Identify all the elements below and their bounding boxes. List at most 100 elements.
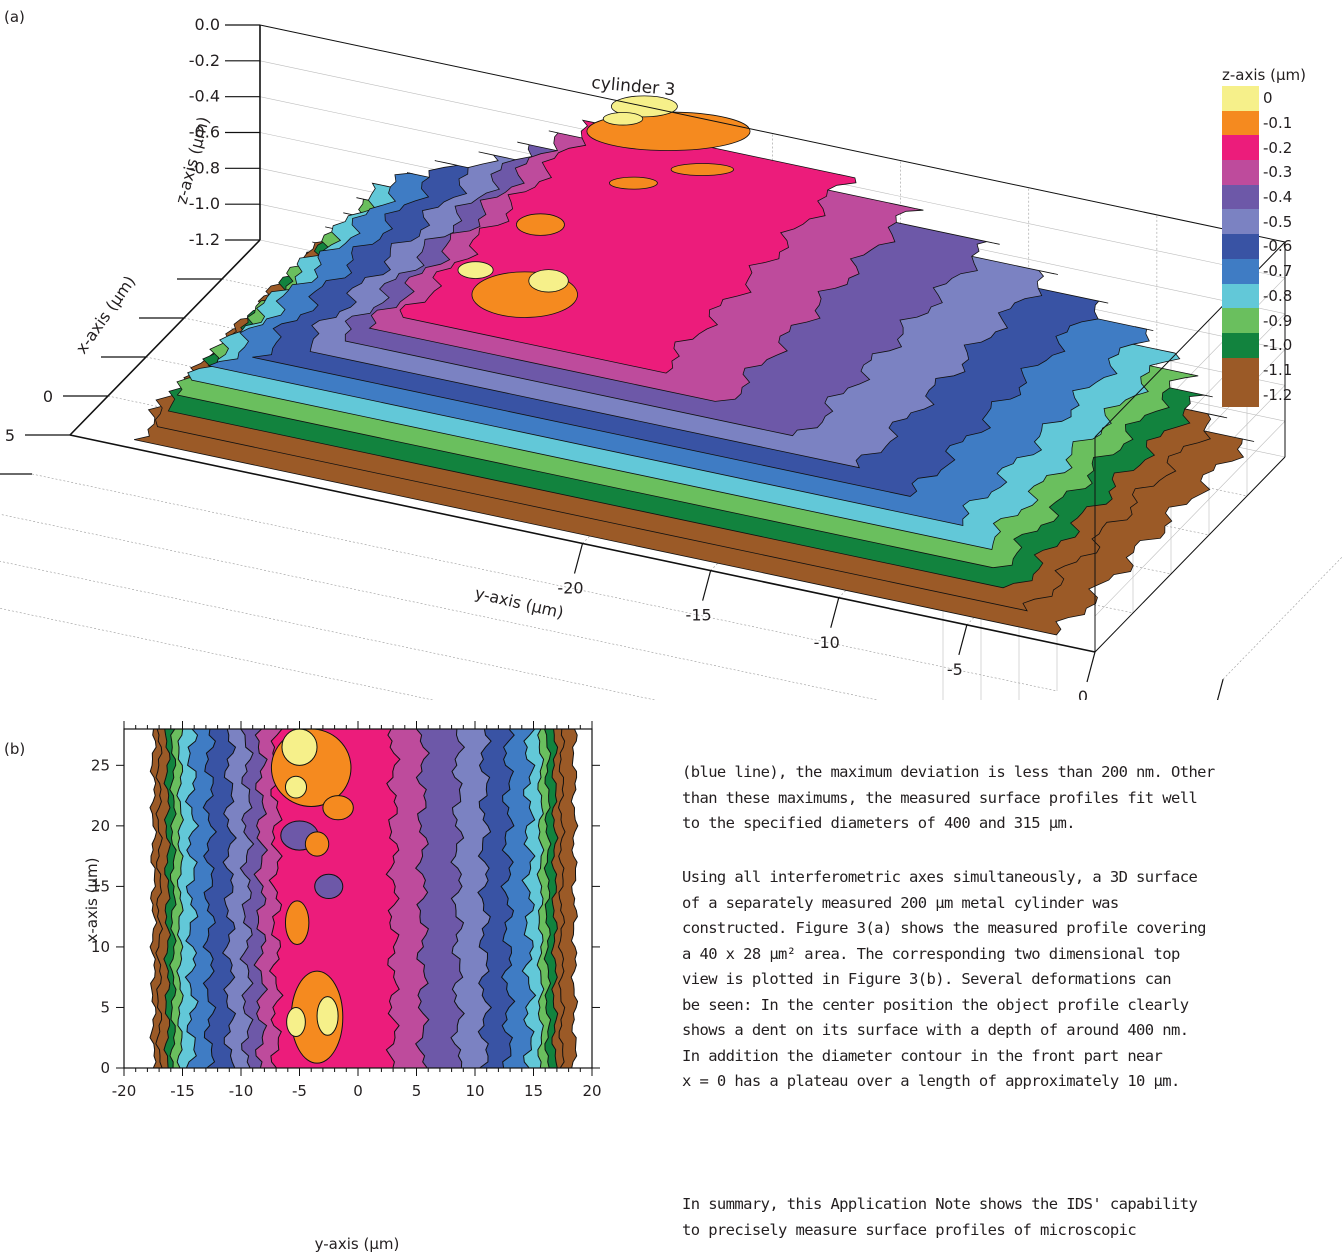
text-line: to precisely measure surface profiles of… — [682, 1220, 1137, 1239]
y-tick — [830, 597, 840, 628]
x-tick-label: 0 — [43, 387, 53, 406]
y-tick-label: -5 — [947, 660, 963, 679]
box-edge — [1094, 456, 1286, 653]
z-tick-label: -0.8 — [189, 158, 220, 177]
legend-swatch — [1222, 184, 1259, 210]
floor-gridline — [31, 473, 1058, 692]
y-tick — [1216, 678, 1224, 700]
legend-item: -0.5 — [1222, 209, 1306, 235]
b-y-tick-label: 20 — [91, 817, 110, 835]
legend-item: -0.1 — [1222, 110, 1306, 136]
legend-swatch — [1222, 258, 1259, 284]
floor-gridline — [0, 513, 879, 700]
legend-swatch — [1222, 234, 1259, 259]
side-wall-gridline — [1094, 420, 1286, 617]
x-tick-label: 5 — [5, 426, 15, 445]
b-x-tick-label: 10 — [465, 1082, 484, 1100]
legend-label: -1.1 — [1263, 360, 1293, 379]
contour-orange-region — [284, 900, 310, 946]
legend-item: -0.2 — [1222, 135, 1306, 161]
legend-label: -0.9 — [1263, 311, 1293, 330]
z-tick-label: -1.2 — [189, 230, 220, 249]
y-tick — [958, 624, 968, 656]
legend-swatch — [1222, 135, 1259, 161]
y-axis-label: y-axis (µm) — [473, 583, 565, 622]
text-line: of a separately measured 200 µm metal cy… — [682, 893, 1119, 912]
legend-title: z-axis (µm) — [1222, 66, 1306, 84]
legend-swatch — [1222, 110, 1259, 136]
b-y-tick-label: 25 — [91, 756, 110, 774]
z-tick-label: -0.2 — [189, 51, 220, 70]
text-line: be seen: In the center position the obje… — [682, 995, 1189, 1014]
b-x-tick-label: -10 — [229, 1082, 254, 1100]
text-line: (blue line), the maximum deviation is le… — [682, 763, 1215, 781]
b-x-tick-label: 15 — [524, 1082, 543, 1100]
legend-item: -0.7 — [1222, 258, 1306, 284]
legend-item: -1.2 — [1222, 382, 1306, 407]
z-tick-label: -0.6 — [189, 123, 220, 142]
legend-label: -0.6 — [1263, 237, 1293, 256]
legend-item: -0.8 — [1222, 283, 1306, 309]
b-x-tick-label: 5 — [412, 1082, 422, 1100]
contour-yellow-region — [316, 996, 339, 1036]
surface-peak-orange — [516, 213, 565, 236]
panel-b-label: (b) — [4, 740, 26, 758]
legend-item: -0.6 — [1222, 234, 1306, 259]
legend-label: -0.4 — [1263, 188, 1293, 207]
y-tick-label: 0 — [1078, 687, 1088, 700]
legend-label: -0.2 — [1263, 138, 1293, 157]
surface-peak-yellow — [457, 261, 494, 279]
floor-gridline — [0, 608, 435, 700]
paragraph-2-lines: Using all interferometric axes simultane… — [682, 865, 1343, 1095]
text-line: x = 0 has a plateau over a length of app… — [682, 1072, 1180, 1090]
contour-orange-region — [322, 795, 354, 821]
surface-peak-yellow — [528, 269, 569, 293]
y-tick-label: -10 — [814, 633, 840, 652]
contour-plot-2d: -20 -15 -10 -5 0 5 10 15 20 0 5 10 15 20 25 y-axis (µm… — [83, 721, 602, 1252]
legend-label: -0.7 — [1263, 262, 1293, 281]
legend-label: -0.3 — [1263, 163, 1293, 182]
b-x-tick-label: -20 — [112, 1082, 137, 1100]
b-y-tick-label: 5 — [100, 998, 110, 1016]
legend-item: -1.0 — [1222, 332, 1306, 358]
surface-peak-yellow — [602, 112, 644, 126]
paragraph-3: In summary, this Application Note shows … — [682, 1192, 1343, 1243]
legend-label: -0.8 — [1263, 286, 1293, 305]
b-y-tick-label: 15 — [91, 877, 110, 895]
b-y-tick-label: 10 — [91, 938, 110, 956]
contour-yellow-region — [286, 1006, 306, 1038]
text-line: shows a dent on its surface with a depth… — [682, 1021, 1189, 1039]
legend-label: -0.1 — [1263, 114, 1293, 133]
legend-swatch — [1222, 283, 1259, 309]
paragraph-2: Using all interferometric axes simultane… — [682, 865, 1343, 1095]
b-x-tick-label: 20 — [582, 1082, 601, 1100]
b-x-tick-label: 0 — [353, 1082, 363, 1100]
b-x-tick-label: -5 — [292, 1082, 307, 1100]
x-axis-line — [69, 239, 261, 436]
b-y-axis-label: x-axis (µm) — [83, 858, 101, 943]
legend-label: -1.0 — [1263, 336, 1293, 355]
legend-label: 0 — [1263, 89, 1273, 108]
legend-swatch — [1222, 308, 1259, 333]
floor-gridline — [1222, 555, 1343, 680]
paragraph-1: (blue line), the maximum deviation is le… — [682, 760, 1343, 837]
y-tick-label: -20 — [557, 579, 583, 598]
surface-bands — [134, 95, 1255, 636]
text-line: In summary, this Application Note shows … — [682, 1195, 1198, 1213]
y-tick — [1086, 651, 1096, 683]
x-axis-label: x-axis (µm) — [72, 272, 140, 357]
text-line: constructed. Figure 3(a) shows the measu… — [682, 919, 1207, 937]
surface-peak-orange — [670, 163, 734, 176]
legend-item: -0.9 — [1222, 308, 1306, 333]
text-line: than these maximums, the measured surfac… — [682, 788, 1198, 807]
legend-item: -0.3 — [1222, 160, 1306, 185]
y-tick-label: -15 — [686, 606, 712, 625]
legend-label: -1.2 — [1263, 385, 1293, 404]
y-tick — [573, 543, 584, 574]
text-line: to the specified diameters of 400 and 31… — [682, 814, 1076, 832]
text-line: Using all interferometric axes simultane… — [682, 868, 1198, 886]
b-x-tick-label: -15 — [170, 1082, 195, 1100]
legend-swatch — [1222, 160, 1259, 185]
paragraph-1-lines: (blue line), the maximum deviation is le… — [682, 760, 1343, 837]
legend-label: -0.5 — [1263, 212, 1293, 231]
